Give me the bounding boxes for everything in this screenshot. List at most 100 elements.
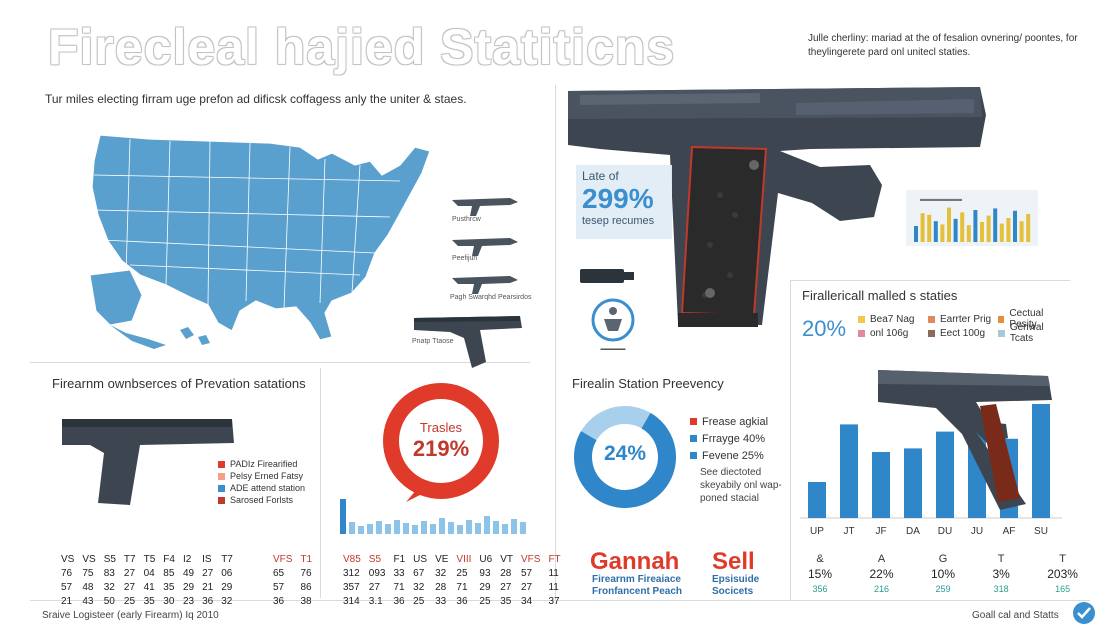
suppressor-icon — [580, 269, 634, 283]
mini-bar — [973, 210, 978, 242]
table-cell: F1 — [393, 554, 406, 565]
small-bar — [439, 518, 445, 534]
mini-bar — [1006, 218, 1011, 242]
bar — [1032, 404, 1050, 518]
table-cell: VT — [500, 554, 513, 565]
legend-item: Pelsy Erned Fatsy — [218, 470, 305, 482]
small-bar — [475, 523, 481, 534]
table-cell: 43 — [82, 596, 94, 607]
promo-word-2: Sell — [712, 548, 755, 575]
bar — [840, 424, 858, 518]
bar — [936, 431, 954, 518]
blue-note: See diectoted skeyabily onl wap-poned st… — [700, 467, 782, 504]
bar — [904, 448, 922, 518]
top-right-note: Julle cherliny: mariad at the of fesalio… — [808, 33, 1078, 58]
promo-sub-3: Epsisuide — [712, 574, 760, 585]
mini-bar — [1013, 210, 1017, 242]
large-pistol-icon — [568, 87, 986, 327]
table-cell: 32 — [103, 582, 115, 593]
bottom-stat: A 22% 216 — [869, 552, 893, 597]
mini-bar — [914, 226, 918, 242]
map-caption: Tur miles electing firram uge prefon ad … — [45, 92, 467, 106]
small-bar — [484, 516, 490, 534]
gun-label: Pagh Swarqhd — [450, 294, 496, 301]
table-cell: 06 — [221, 568, 233, 579]
mini-bar-chart: ▬▬▬▬▬▬ — [906, 190, 1038, 246]
table-cell: 48 — [82, 582, 94, 593]
table-cell: 75 — [82, 568, 94, 579]
table-cell: 49 — [182, 568, 195, 579]
table-row: 57 48 32 27 41 35 29 21 29 — [58, 582, 236, 594]
table-cell: 41 — [143, 582, 155, 593]
red-donut-value: 219% — [412, 436, 470, 461]
bottom-stat-label: & — [816, 553, 824, 565]
mini-bar — [920, 213, 925, 242]
stat-box-value: 299% — [582, 183, 654, 214]
mini-bar — [947, 207, 951, 242]
mini-bar — [960, 212, 965, 242]
table-cell: VS — [82, 554, 96, 565]
table-cell: 32 — [435, 568, 447, 579]
small-bar — [457, 525, 463, 534]
table-cell: 27 — [500, 582, 512, 593]
small-bar — [349, 522, 355, 534]
bottom-stat-value: 203% — [1047, 567, 1078, 581]
table-cell: T5 — [143, 554, 156, 565]
bar-label: JT — [843, 526, 854, 537]
gun-label: Pearsirdos — [498, 294, 532, 301]
table-cell: 32 — [413, 582, 425, 593]
table-cell: 25 — [123, 596, 136, 607]
table-cell: 27 — [123, 582, 136, 593]
legend-item: Eect 100g — [928, 327, 998, 339]
table-cell: 33 — [393, 568, 405, 579]
svg-text:▬▬▬▬▬▬: ▬▬▬▬▬▬ — [920, 196, 962, 203]
legend-item: onl 106g — [858, 327, 928, 339]
table-cell: VFS — [273, 554, 293, 565]
bottom-stat-label: G — [938, 553, 948, 565]
table-cell: I2 — [182, 554, 192, 565]
table-cell: 28 — [435, 582, 447, 593]
promo-sub-2: Fronfancent Peach — [592, 586, 683, 597]
bottom-stat: G 10% 259 — [931, 552, 955, 597]
table-cell: 57 — [521, 568, 533, 579]
table-cell: 71 — [393, 582, 405, 593]
divider — [30, 362, 530, 363]
small-bar — [502, 524, 508, 534]
right-panel-percent: 20% — [802, 316, 847, 341]
divider — [790, 280, 1070, 281]
table-cell: 32 — [221, 596, 233, 607]
promo-sub-right: Epsisuide Socicets — [712, 574, 759, 598]
rifle-icon — [452, 198, 518, 216]
numbers-table-1: VS VS S5 T7 T5 F4 I2 IS T7 76 75 83 27 04 85 49 27 06 57 48… — [56, 552, 238, 610]
legend-item: PADIz Firearified — [218, 458, 305, 470]
table-cell: 37 — [548, 596, 560, 607]
small-bar — [412, 525, 418, 534]
table-cell: 30 — [163, 596, 175, 607]
table-cell: 36 — [456, 596, 468, 607]
table-cell: 3.1 — [368, 596, 383, 607]
bottom-stat: & 15% 356 — [808, 552, 832, 597]
table-cell: 312 — [343, 568, 360, 579]
stat-box: Late of 299% tesep recumes — [576, 165, 672, 239]
rifle-icon — [452, 238, 518, 256]
small-bar — [448, 522, 454, 534]
bar — [872, 452, 890, 518]
table-cell: 36 — [202, 596, 214, 607]
mini-bar — [999, 223, 1004, 242]
small-bar — [340, 499, 346, 534]
legend-item: Frrayge 40% — [690, 430, 768, 447]
table-cell: 76 — [300, 568, 312, 579]
divider — [30, 600, 1090, 601]
divider — [555, 85, 556, 600]
mini-bar — [953, 218, 958, 242]
bottom-stat-sub: 165 — [1055, 584, 1071, 594]
blue-donut-value: 24% — [603, 442, 647, 465]
legend-item: Cectual Pesity — [998, 308, 1068, 330]
numbers-table-2: VFS T1 65 76 57 86 36 38 — [268, 552, 317, 610]
table-row: 357 27 71 32 28 71 29 27 27 11 — [340, 582, 564, 594]
table-cell: 23 — [182, 596, 195, 607]
table-cell: 33 — [435, 596, 447, 607]
mini-bar — [993, 208, 998, 242]
table-cell: 27 — [123, 568, 136, 579]
bar-label: AF — [1003, 526, 1016, 537]
